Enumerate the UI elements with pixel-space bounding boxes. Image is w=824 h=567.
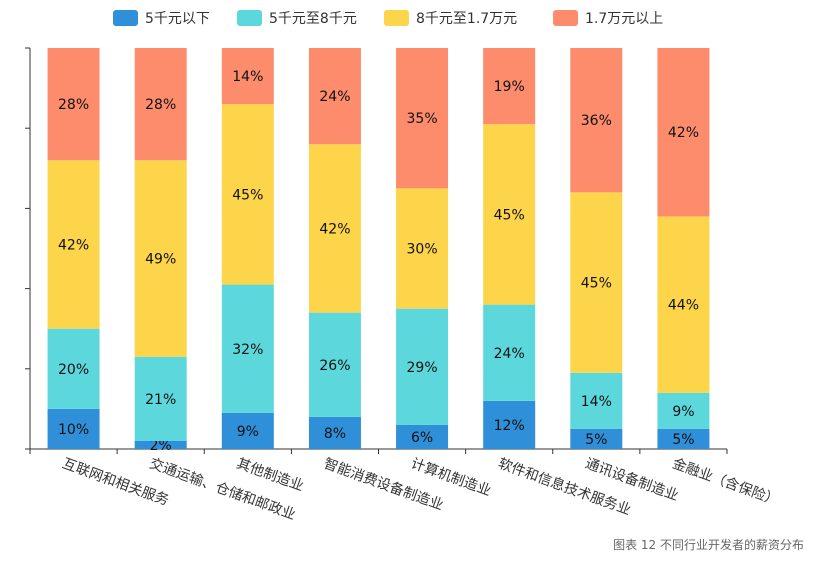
data-label: 32% (232, 342, 263, 358)
bar-segment (308, 144, 361, 313)
bar-segment (134, 48, 187, 161)
legend-swatch-0 (113, 10, 138, 26)
legend-label-3: 1.7万元以上 (585, 11, 663, 27)
data-label: 5% (585, 432, 607, 448)
bar-segment (396, 188, 449, 309)
data-label: 28% (58, 97, 89, 113)
legend-label-1: 5千元至8千元 (269, 11, 357, 27)
bar-segment (47, 48, 100, 161)
data-label: 49% (145, 252, 176, 268)
bar-segment (570, 428, 623, 449)
data-label: 14% (232, 69, 263, 85)
bar-segment (483, 124, 536, 305)
bar-segment (657, 392, 710, 429)
data-label: 35% (407, 111, 438, 127)
data-label: 12% (494, 418, 525, 434)
bar-segment (396, 308, 449, 425)
bar-segment (483, 304, 536, 401)
bar-segment (657, 428, 710, 449)
bar-segment (134, 160, 187, 357)
bars: 10% 20% 42% 28% 2% 21% 49% 28% 9% 32% 45% 14% 8% 26% 4… (47, 48, 710, 454)
data-label: 42% (58, 237, 89, 253)
bar-segment (221, 104, 274, 285)
bar-segment (221, 284, 274, 413)
data-label: 36% (581, 113, 612, 129)
data-label: 28% (145, 97, 176, 113)
figure-caption: 图表 12 不同行业开发者的薪资分布 (613, 538, 804, 552)
data-label: 30% (407, 242, 438, 258)
data-label: 26% (319, 358, 350, 374)
data-label: 45% (494, 207, 525, 223)
bar-segment (483, 400, 536, 449)
bar-segment (221, 48, 274, 105)
legend-swatch-3 (553, 10, 578, 26)
data-label: 42% (668, 125, 699, 141)
bar-segment (134, 356, 187, 441)
bar-segment (47, 408, 100, 449)
data-label: 9% (237, 424, 259, 440)
bar-segment (396, 424, 449, 449)
bar-segment (308, 48, 361, 145)
category-labels: 互联网和相关服务交通运输、仓储和邮政业其他制造业 智能消费设备制造业计算机制造业软… (60, 455, 781, 524)
data-label: 20% (58, 362, 89, 378)
data-label: 14% (581, 394, 612, 410)
bar-segment (47, 328, 100, 409)
data-label: 2% (150, 438, 172, 454)
data-label: 29% (407, 360, 438, 376)
data-label: 19% (494, 79, 525, 95)
bar-segment (570, 48, 623, 193)
data-label: 45% (232, 187, 263, 203)
data-label: 21% (145, 392, 176, 408)
bar-segment (308, 312, 361, 417)
legend-swatch-2 (384, 10, 409, 26)
bar-segment (221, 412, 274, 449)
bar-segment (483, 48, 536, 125)
legend-label-2: 8千元至1.7万元 (416, 11, 517, 27)
data-label: 45% (581, 276, 612, 292)
bar-segment (308, 416, 361, 449)
data-label: 5% (672, 432, 694, 448)
bar-segment (47, 160, 100, 329)
bar-segment (657, 48, 710, 217)
x-tick-label: 交通运输、仓储和邮政业 (147, 455, 298, 524)
data-label: 6% (411, 430, 433, 446)
x-tick-label: 金融业（含保险） (670, 456, 781, 509)
data-label: 10% (58, 422, 89, 438)
legend-label-0: 5千元以下 (145, 11, 210, 27)
legend-swatch-1 (237, 10, 262, 26)
data-label: 24% (494, 346, 525, 362)
bar-segment (134, 440, 187, 449)
data-label: 44% (668, 298, 699, 314)
data-label: 9% (672, 404, 694, 420)
data-label: 24% (319, 89, 350, 105)
bar-segment (570, 192, 623, 373)
data-label: 42% (319, 221, 350, 237)
bar-segment (396, 48, 449, 189)
bar-segment (657, 216, 710, 393)
data-label: 8% (324, 426, 346, 442)
bar-segment (570, 372, 623, 429)
legend: 5千元以下 5千元至8千元 8千元至1.7万元 1.7万元以上 (113, 10, 663, 27)
